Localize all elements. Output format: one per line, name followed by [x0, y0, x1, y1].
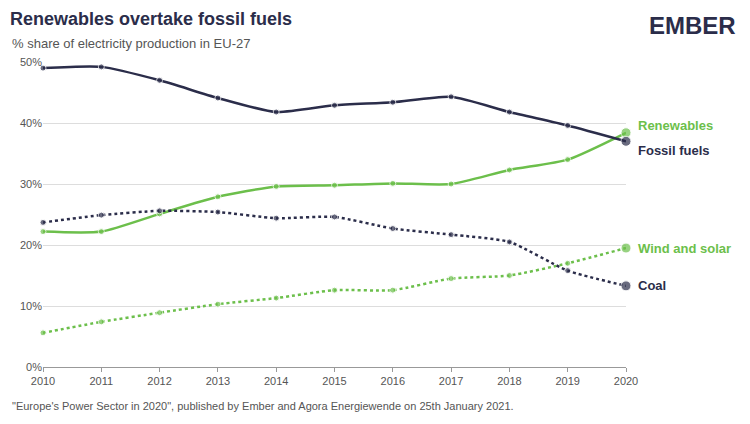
svg-text:2019: 2019 [555, 375, 579, 387]
svg-text:2015: 2015 [322, 375, 346, 387]
svg-text:Fossil fuels: Fossil fuels [638, 143, 710, 158]
svg-text:10%: 10% [20, 300, 42, 312]
svg-text:% share of electricity product: % share of electricity production in EU-… [12, 36, 250, 51]
svg-text:"Europe's Power Sector in 2020: "Europe's Power Sector in 2020", publish… [12, 400, 514, 412]
svg-text:Wind and solar: Wind and solar [638, 241, 731, 256]
svg-text:2014: 2014 [264, 375, 288, 387]
svg-text:0%: 0% [26, 361, 42, 373]
svg-text:Renewables overtake fossil fue: Renewables overtake fossil fuels [10, 9, 292, 29]
svg-text:50%: 50% [20, 56, 42, 68]
svg-text:EMBER: EMBER [649, 12, 736, 39]
svg-text:Renewables: Renewables [638, 118, 713, 133]
svg-text:2017: 2017 [439, 375, 463, 387]
svg-text:2020: 2020 [614, 375, 638, 387]
svg-text:30%: 30% [20, 178, 42, 190]
svg-text:40%: 40% [20, 117, 42, 129]
svg-text:2018: 2018 [497, 375, 521, 387]
svg-text:2010: 2010 [31, 375, 55, 387]
svg-text:2012: 2012 [147, 375, 171, 387]
svg-text:Coal: Coal [638, 278, 666, 293]
svg-text:2016: 2016 [381, 375, 405, 387]
svg-text:20%: 20% [20, 239, 42, 251]
svg-text:2013: 2013 [206, 375, 230, 387]
svg-text:2011: 2011 [89, 375, 113, 387]
